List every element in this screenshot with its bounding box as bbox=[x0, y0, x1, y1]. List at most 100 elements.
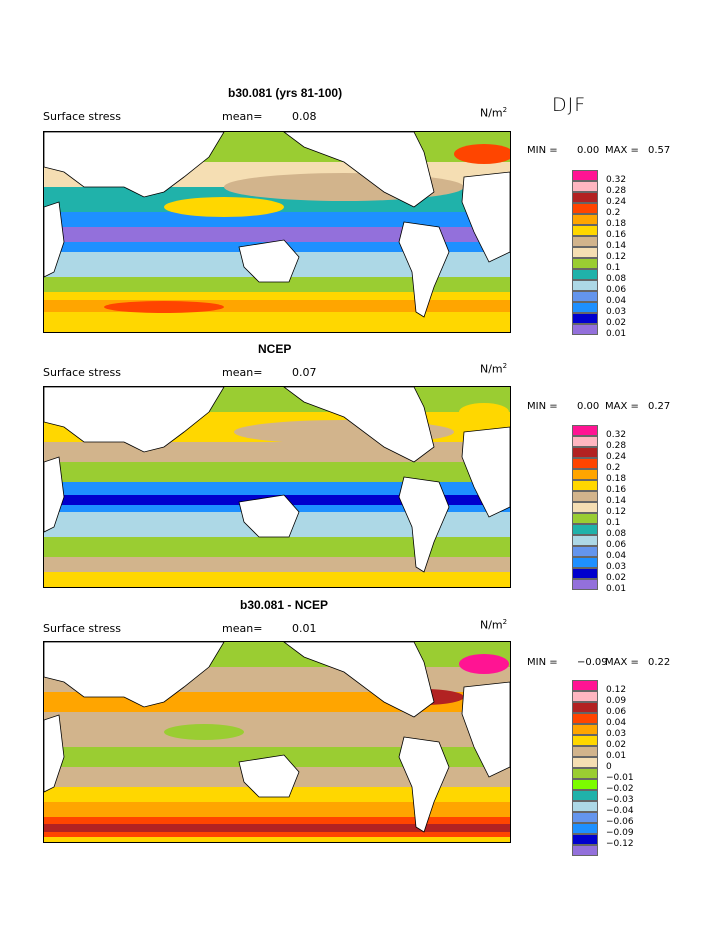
legend-label: 0.16 bbox=[606, 230, 627, 240]
legend-label: 0.12 bbox=[606, 507, 627, 517]
legend-swatch bbox=[572, 845, 598, 856]
legend-swatch bbox=[572, 469, 598, 480]
legend-label: −0.03 bbox=[606, 795, 634, 805]
panel-3-min-label: MIN = bbox=[527, 657, 558, 668]
season-label: DJF bbox=[552, 94, 587, 116]
legend-label: 0.01 bbox=[606, 329, 627, 339]
panel-1-title: b30.081 (yrs 81-100) bbox=[228, 86, 343, 100]
legend-swatch bbox=[572, 236, 598, 247]
legend-label: 0.06 bbox=[606, 285, 627, 295]
legend-label: 0.1 bbox=[606, 263, 621, 273]
legend-swatch bbox=[572, 834, 598, 845]
legend-swatch bbox=[572, 491, 598, 502]
legend-swatch bbox=[572, 790, 598, 801]
legend-label: −0.04 bbox=[606, 806, 634, 816]
legend-label: 0.03 bbox=[606, 729, 627, 739]
legend-swatch bbox=[572, 691, 598, 702]
panel-3-field-label: Surface stress bbox=[43, 622, 121, 635]
panel-1-max-value: 0.57 bbox=[648, 145, 671, 156]
panel-1-units: N/m2 bbox=[480, 106, 507, 120]
panel-2-units: N/m2 bbox=[480, 362, 507, 376]
legend-swatch bbox=[572, 269, 598, 280]
legend-label: 0.1 bbox=[606, 518, 621, 528]
units-exponent: 2 bbox=[502, 618, 508, 626]
legend-swatch bbox=[572, 812, 598, 823]
panel-2-mean-label: mean= bbox=[222, 366, 263, 379]
legend-swatch bbox=[572, 757, 598, 768]
panel-3-max-label: MAX = bbox=[605, 657, 639, 668]
panel-2-map bbox=[43, 386, 511, 588]
legend-label: 0.08 bbox=[606, 274, 627, 284]
legend-swatch bbox=[572, 546, 598, 557]
units-text: N/m bbox=[480, 106, 503, 120]
legend-swatch bbox=[572, 436, 598, 447]
legend-label: 0.32 bbox=[606, 430, 627, 440]
panel-1-field-label: Surface stress bbox=[43, 110, 121, 123]
panel-2-field-label: Surface stress bbox=[43, 366, 121, 379]
legend-label: 0.02 bbox=[606, 740, 627, 750]
units-exponent: 2 bbox=[502, 106, 508, 114]
legend-label: 0.28 bbox=[606, 186, 627, 196]
legend-label: 0.12 bbox=[606, 685, 627, 695]
legend-label: 0.32 bbox=[606, 175, 627, 185]
legend-label: −0.02 bbox=[606, 784, 634, 794]
legend-label: 0.03 bbox=[606, 307, 627, 317]
legend-label: 0.08 bbox=[606, 529, 627, 539]
panel-3-min-value: −0.09 bbox=[577, 657, 608, 668]
panel-3-title: b30.081 - NCEP bbox=[240, 598, 329, 612]
legend-swatch bbox=[572, 181, 598, 192]
panel-2-title: NCEP bbox=[258, 342, 292, 356]
legend-label: 0.04 bbox=[606, 551, 627, 561]
panel-1-max-label: MAX = bbox=[605, 145, 639, 156]
panel-1-min-label: MIN = bbox=[527, 145, 558, 156]
legend-swatch bbox=[572, 535, 598, 546]
legend-swatch bbox=[572, 313, 598, 324]
legend-label: 0.12 bbox=[606, 252, 627, 262]
legend-label: −0.12 bbox=[606, 839, 634, 849]
legend-label: 0.24 bbox=[606, 452, 627, 462]
legend-label: 0.18 bbox=[606, 219, 627, 229]
legend-swatch bbox=[572, 225, 598, 236]
legend-swatch bbox=[572, 447, 598, 458]
legend-label: 0.02 bbox=[606, 318, 627, 328]
legend-label: 0.24 bbox=[606, 197, 627, 207]
legend-swatch bbox=[572, 779, 598, 790]
legend-swatch bbox=[572, 746, 598, 757]
legend-swatch bbox=[572, 680, 598, 691]
legend-swatch bbox=[572, 724, 598, 735]
legend-swatch bbox=[572, 823, 598, 834]
legend-label: 0 bbox=[606, 762, 612, 772]
panel-1-map bbox=[43, 131, 511, 333]
panel-3-mean-value: 0.01 bbox=[292, 622, 317, 635]
units-text: N/m bbox=[480, 618, 503, 632]
panel-3-max-value: 0.22 bbox=[648, 657, 671, 668]
legend-swatch bbox=[572, 524, 598, 535]
panel-2-max-label: MAX = bbox=[605, 401, 639, 412]
legend-label: 0.04 bbox=[606, 718, 627, 728]
legend-swatch bbox=[572, 170, 598, 181]
panel-3-units: N/m2 bbox=[480, 618, 507, 632]
legend-swatch bbox=[572, 302, 598, 313]
panel-3-map bbox=[43, 641, 511, 843]
legend-swatch bbox=[572, 557, 598, 568]
legend-swatch bbox=[572, 513, 598, 524]
legend-swatch bbox=[572, 247, 598, 258]
panel-1-min-value: 0.00 bbox=[577, 145, 600, 156]
legend-label: −0.01 bbox=[606, 773, 634, 783]
legend-label: −0.09 bbox=[606, 828, 634, 838]
legend-label: 0.2 bbox=[606, 463, 621, 473]
panel-1-mean-value: 0.08 bbox=[292, 110, 317, 123]
legend-label: 0.14 bbox=[606, 241, 627, 251]
panel-2-mean-value: 0.07 bbox=[292, 366, 317, 379]
legend-swatch bbox=[572, 425, 598, 436]
units-exponent: 2 bbox=[502, 362, 508, 370]
units-text: N/m bbox=[480, 362, 503, 376]
legend-swatch bbox=[572, 735, 598, 746]
legend-label: 0.03 bbox=[606, 562, 627, 572]
legend-label: 0.04 bbox=[606, 296, 627, 306]
panel-3-mean-label: mean= bbox=[222, 622, 263, 635]
legend-label: 0.14 bbox=[606, 496, 627, 506]
panel-2-max-value: 0.27 bbox=[648, 401, 671, 412]
legend-swatch bbox=[572, 192, 598, 203]
legend-label: 0.28 bbox=[606, 441, 627, 451]
